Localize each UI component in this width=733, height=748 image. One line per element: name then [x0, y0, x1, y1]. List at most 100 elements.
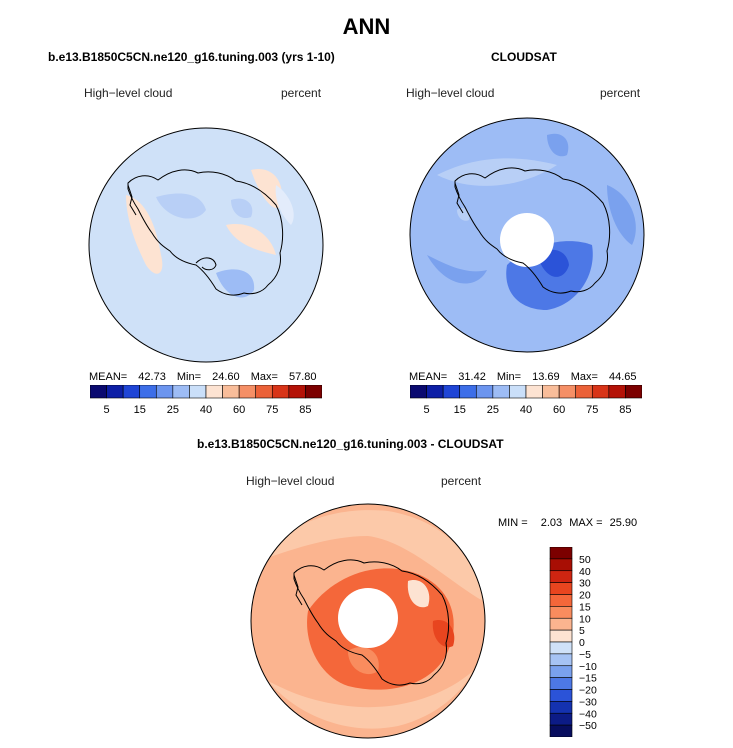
panel-3-units-label: percent	[441, 474, 482, 488]
colorbar-swatch	[549, 689, 573, 702]
min-value: 2.03	[540, 517, 563, 529]
colorbar-swatch	[549, 629, 573, 643]
colorbar-swatch	[542, 384, 560, 399]
colorbar-swatch	[525, 384, 543, 399]
colorbar-swatch	[139, 384, 157, 399]
colorbar-swatch	[549, 653, 573, 667]
colorbar-swatch	[255, 384, 273, 399]
colorbar-tick-label: 40	[520, 404, 532, 416]
colorbar-tick-label: −15	[579, 673, 597, 685]
colorbar-swatch	[409, 384, 427, 399]
colorbar-swatch	[549, 641, 573, 655]
max-value: 25.90	[609, 517, 638, 529]
panel-1-colorbar: 515254060758595	[89, 384, 345, 424]
colorbar-swatch	[549, 606, 573, 619]
colorbar-swatch	[549, 582, 573, 595]
colorbar-tick-label: 60	[233, 404, 245, 416]
colorbar-swatch	[205, 384, 223, 399]
colorbar-swatch	[549, 712, 573, 726]
min-label: Min=	[176, 371, 202, 383]
colorbar-tick-label: 40	[579, 566, 591, 578]
colorbar-swatch	[475, 384, 494, 399]
colorbar-tick-label: 25	[487, 404, 499, 416]
colorbar-tick-label: 20	[579, 590, 591, 602]
max-label: MAX =	[569, 517, 603, 529]
min-value: 13.69	[532, 371, 560, 383]
panel-1-units-label: percent	[281, 86, 322, 100]
main-title: ANN	[342, 14, 391, 39]
colorbar-swatch	[459, 384, 477, 399]
mean-label: MEAN=	[89, 371, 128, 383]
colorbar-swatch	[106, 384, 124, 399]
colorbar-tick-label: 5	[104, 404, 110, 416]
colorbar-swatch	[625, 384, 643, 399]
colorbar-tick-label: 15	[454, 404, 466, 416]
colorbar-swatch	[288, 384, 306, 399]
colorbar-swatch	[222, 384, 240, 399]
colorbar-swatch	[122, 384, 141, 399]
colorbar-tick-label: −40	[579, 708, 597, 720]
colorbar-swatch	[426, 384, 444, 399]
colorbar-tick-label: −50	[579, 720, 597, 732]
panel-1-title: b.e13.B1850C5CN.ne120_g16.tuning.003 (yr…	[48, 50, 335, 64]
colorbar-tick-label: 0	[579, 637, 585, 649]
colorbar-tick-label: −20	[579, 685, 597, 697]
min-label: Min=	[496, 371, 522, 383]
colorbar-swatch	[549, 546, 573, 560]
colorbar-swatch	[549, 558, 573, 572]
mean-label: MEAN=	[409, 371, 448, 383]
colorbar-swatch	[271, 384, 290, 399]
colorbar-svg: 515254060758595	[409, 384, 665, 416]
panel-1-polar-map	[88, 127, 324, 363]
colorbar-swatch	[549, 617, 573, 631]
colorbar-tick-label: 5	[579, 625, 585, 637]
colorbar-swatch	[189, 384, 207, 399]
colorbar-tick-label: −5	[579, 649, 591, 661]
colorbar-tick-label: 25	[167, 404, 179, 416]
colorbar-tick-label: 85	[619, 404, 631, 416]
panel-2-units-label: percent	[600, 86, 641, 100]
colorbar-svg: 515254060758595	[89, 384, 345, 416]
colorbar-swatch	[558, 384, 577, 399]
panel-3-title: b.e13.B1850C5CN.ne120_g16.tuning.003 - C…	[197, 437, 504, 451]
colorbar-tick-label: 15	[134, 404, 146, 416]
colorbar-swatch	[591, 384, 610, 399]
colorbar-tick-label: 5	[424, 404, 430, 416]
panel-3-stats: MIN = 2.03 MAX = 25.90	[498, 517, 637, 529]
panel-3-colorbar: 50 40 30 20 15 10 5 0 −5 −10 −15 −20 −30 −40 −50	[549, 546, 629, 738]
colorbar-swatch	[575, 384, 593, 399]
colorbar-swatch	[155, 384, 174, 399]
colorbar-swatch	[608, 384, 626, 399]
colorbar-tick-label: −10	[579, 661, 597, 673]
colorbar-tick-label: 50	[579, 554, 591, 566]
mean-value: 31.42	[458, 371, 486, 383]
max-value: 57.80	[288, 371, 317, 383]
colorbar-tick-label: 15	[579, 601, 591, 613]
colorbar-tick-label: −30	[579, 696, 597, 708]
panel-3-variable-label: High−level cloud	[246, 474, 335, 488]
colorbar-tick-label: 75	[586, 404, 598, 416]
colorbar-swatch	[549, 724, 573, 738]
colorbar-swatch	[172, 384, 190, 399]
panel-2-colorbar: 515254060758595	[409, 384, 665, 424]
panel-2-polar-map	[409, 117, 645, 353]
colorbar-tick-label: 10	[579, 613, 591, 625]
colorbar-swatch	[509, 384, 527, 399]
colorbar-tick-label: 75	[266, 404, 278, 416]
colorbar-tick-label: 30	[579, 578, 591, 590]
colorbar-swatch	[305, 384, 323, 399]
max-label: Max=	[250, 371, 278, 383]
colorbar-swatch	[549, 701, 573, 714]
colorbar-swatch	[549, 594, 573, 607]
colorbar-swatch	[492, 384, 510, 399]
colorbar-tick-label: 40	[200, 404, 212, 416]
max-label: Max=	[570, 371, 598, 383]
colorbar-swatch	[238, 384, 257, 399]
colorbar-tick-label: 85	[299, 404, 311, 416]
panel-2-variable-label: High−level cloud	[406, 86, 495, 100]
colorbar-swatch	[549, 665, 573, 678]
max-value: 44.65	[608, 371, 637, 383]
colorbar-swatch	[549, 570, 573, 583]
colorbar-tick-label: 60	[553, 404, 565, 416]
